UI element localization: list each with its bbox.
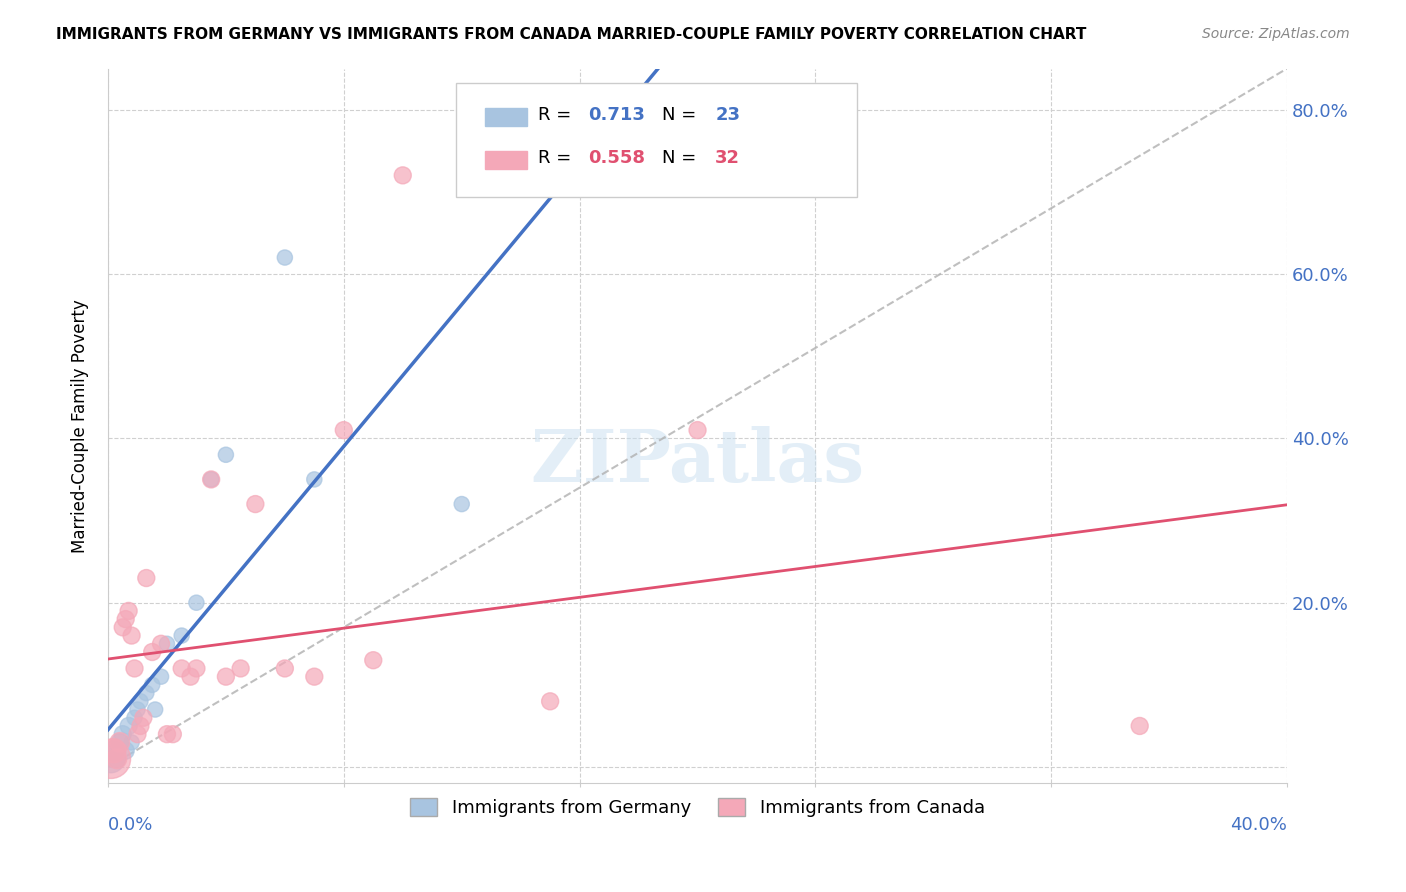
Text: 23: 23 [716,106,740,124]
Point [114,744,136,758]
Point [111,727,134,741]
Point [105,752,128,766]
Text: Source: ZipAtlas.com: Source: ZipAtlas.com [1202,27,1350,41]
Point [215,448,238,462]
Text: 0.558: 0.558 [588,149,645,167]
Point [121,629,143,643]
Point [132,711,155,725]
Point [304,670,326,684]
Point [229,661,252,675]
Point [186,596,208,610]
Point [117,604,139,618]
Point [103,744,125,758]
Point [274,661,297,675]
Point [150,637,173,651]
Point [114,612,136,626]
Point [170,629,193,643]
Point [538,694,561,708]
Point [135,686,157,700]
Point [156,727,179,741]
Point [245,497,267,511]
Text: 0.713: 0.713 [588,106,645,124]
Point [127,702,149,716]
Point [361,653,384,667]
Point [186,661,208,675]
Point [170,661,193,675]
Point [200,472,222,486]
Point [156,637,179,651]
FancyBboxPatch shape [456,83,856,197]
Point [162,727,184,741]
Point [135,571,157,585]
Point [100,752,122,766]
Point [333,423,356,437]
Point [103,744,125,758]
Point [686,423,709,437]
Point [274,251,297,265]
Point [304,472,326,486]
Text: R =: R = [538,149,578,167]
Point [450,497,472,511]
Point [121,735,143,749]
Point [129,694,152,708]
Point [143,702,166,716]
Text: 0.0%: 0.0% [108,815,153,834]
Point [100,752,122,766]
Point [108,735,131,749]
Point [124,711,146,725]
Point [124,661,146,675]
Text: 32: 32 [716,149,740,167]
Point [108,735,131,749]
Point [141,645,163,659]
Point [141,678,163,692]
Point [215,670,238,684]
Text: N =: N = [662,106,702,124]
Point [111,620,134,634]
Point [1129,719,1152,733]
Point [117,719,139,733]
Text: IMMIGRANTS FROM GERMANY VS IMMIGRANTS FROM CANADA MARRIED-COUPLE FAMILY POVERTY : IMMIGRANTS FROM GERMANY VS IMMIGRANTS FR… [56,27,1087,42]
Point [127,727,149,741]
Point [105,752,128,766]
Bar [485,151,527,169]
Text: R =: R = [538,106,578,124]
Point [391,169,413,183]
Text: ZIPatlas: ZIPatlas [530,426,865,497]
Text: 40.0%: 40.0% [1230,815,1286,834]
Bar [485,108,527,126]
Text: N =: N = [662,149,702,167]
Legend: Immigrants from Germany, Immigrants from Canada: Immigrants from Germany, Immigrants from… [404,790,993,824]
Point [150,670,173,684]
Point [129,719,152,733]
Y-axis label: Married-Couple Family Poverty: Married-Couple Family Poverty [72,299,89,553]
Point [200,472,222,486]
Point [180,670,202,684]
